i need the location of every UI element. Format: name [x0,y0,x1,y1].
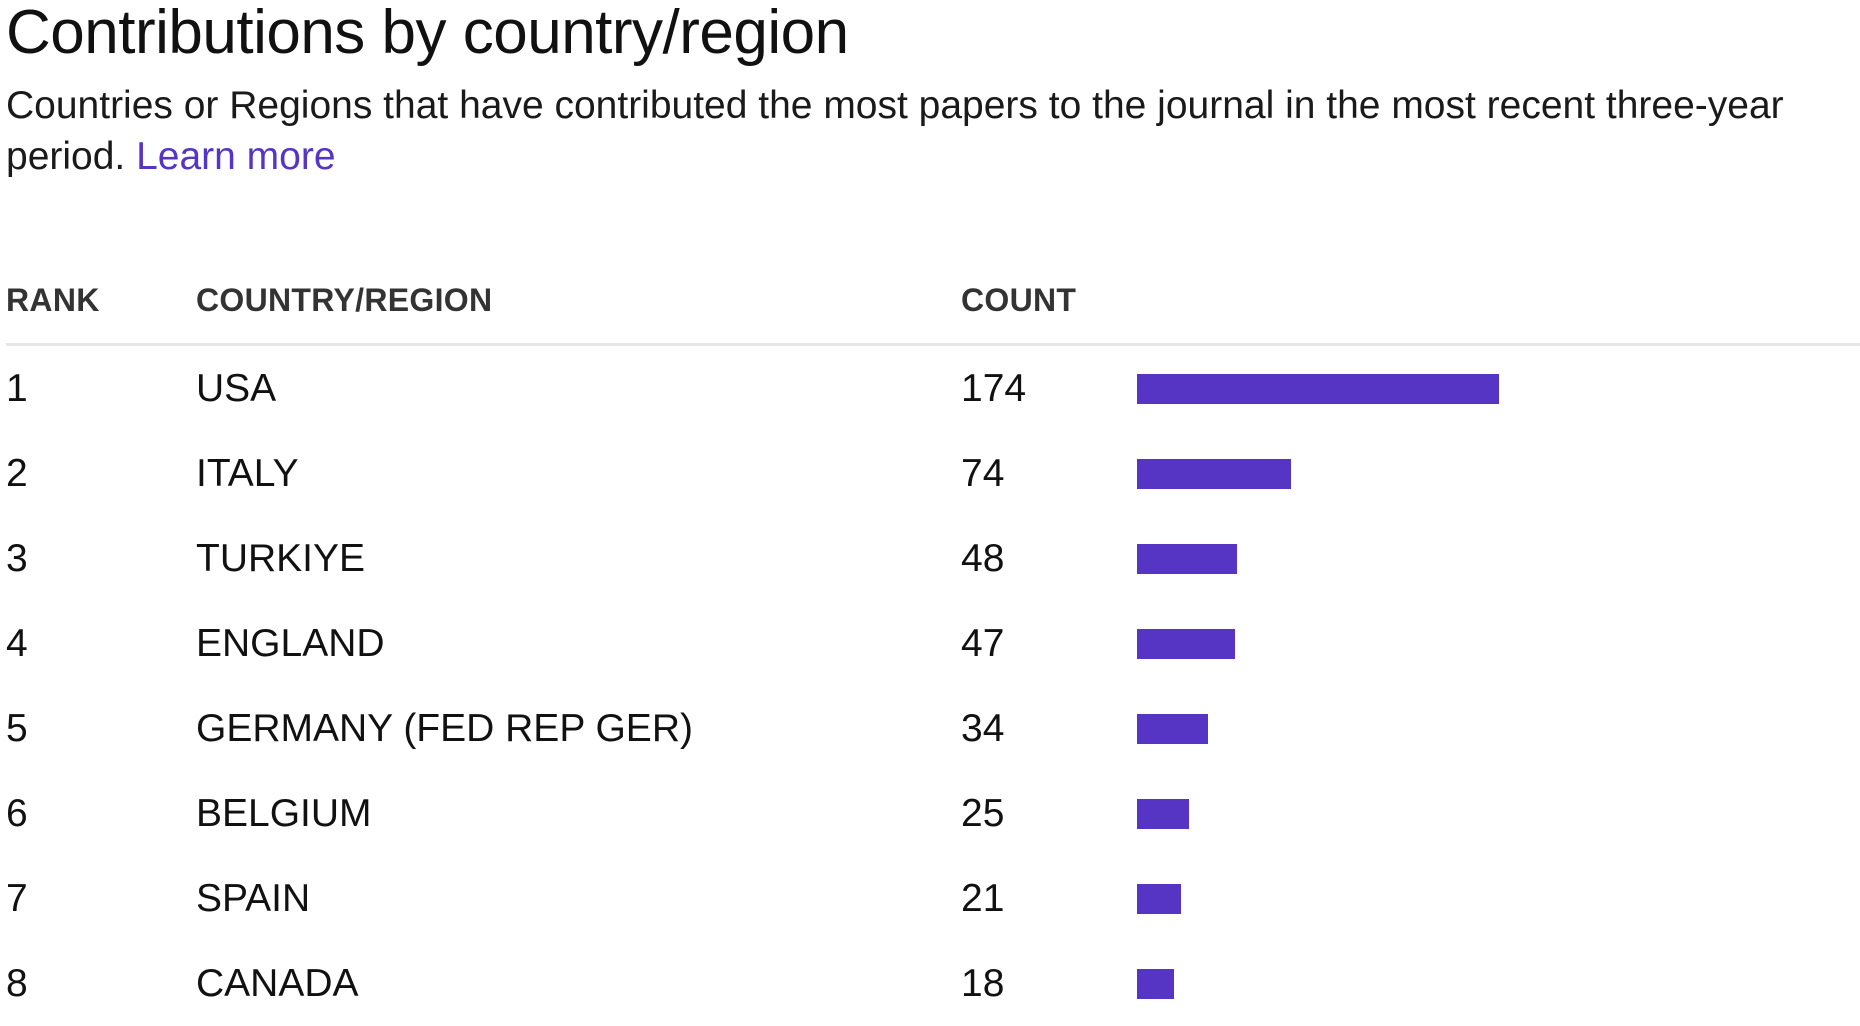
bar-track [1137,799,1860,829]
bar-cell [1137,601,1860,686]
page-description: Countries or Regions that have contribut… [6,80,1856,182]
count-bar [1137,969,1174,999]
country-cell: ENGLAND [196,601,961,686]
bar-cell [1137,516,1860,601]
bar-track [1137,459,1860,489]
country-cell: SPAIN [196,856,961,941]
count-bar [1137,884,1181,914]
count-cell: 74 [961,431,1137,516]
rank-cell: 1 [6,345,196,432]
column-header-country: COUNTRY/REGION [196,257,961,345]
count-cell: 48 [961,516,1137,601]
bar-cell [1137,431,1860,516]
bar-track [1137,969,1860,999]
rank-cell: 7 [6,856,196,941]
rank-cell: 5 [6,686,196,771]
bar-cell [1137,345,1860,432]
count-bar [1137,629,1235,659]
count-cell: 34 [961,686,1137,771]
column-header-count: COUNT [961,257,1137,345]
count-cell: 174 [961,345,1137,432]
count-cell: 18 [961,941,1137,1026]
rank-cell: 4 [6,601,196,686]
count-bar [1137,459,1291,489]
country-cell: TURKIYE [196,516,961,601]
rank-cell: 6 [6,771,196,856]
bar-track [1137,374,1860,404]
bar-track [1137,544,1860,574]
count-cell: 21 [961,856,1137,941]
country-cell: GERMANY (FED REP GER) [196,686,961,771]
country-cell: ITALY [196,431,961,516]
rank-cell: 8 [6,941,196,1026]
count-bar [1137,799,1189,829]
column-header-bar [1137,257,1860,345]
count-bar [1137,544,1237,574]
rank-cell: 2 [6,431,196,516]
bar-cell [1137,941,1860,1026]
country-cell: BELGIUM [196,771,961,856]
column-header-rank: RANK [6,257,196,345]
count-bar [1137,714,1208,744]
bar-track [1137,714,1860,744]
count-bar [1137,374,1499,404]
bar-cell [1137,856,1860,941]
bar-cell [1137,771,1860,856]
bar-cell [1137,686,1860,771]
page-title: Contributions by country/region [6,0,1860,66]
learn-more-link[interactable]: Learn more [136,135,335,178]
country-cell: CANADA [196,941,961,1026]
count-cell: 47 [961,601,1137,686]
table-header: RANK COUNTRY/REGION COUNT [6,257,1860,345]
bar-track [1137,884,1860,914]
bar-track [1137,629,1860,659]
country-cell: USA [196,345,961,432]
header-row: RANK COUNTRY/REGION COUNT [6,257,1860,345]
rank-cell: 3 [6,516,196,601]
count-cell: 25 [961,771,1137,856]
